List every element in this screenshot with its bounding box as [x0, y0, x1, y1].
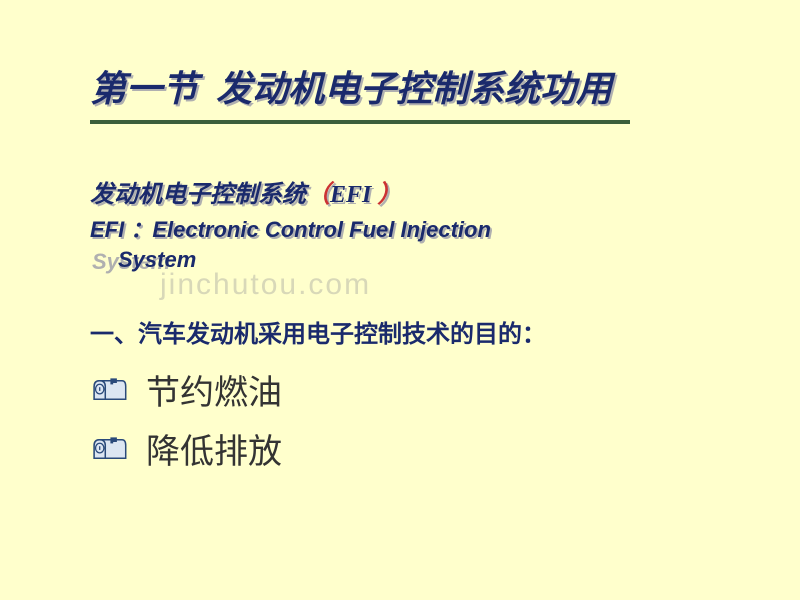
- subtitle-paren-open: （: [306, 182, 330, 208]
- bullet-text: 降低排放: [146, 424, 282, 473]
- title-underline: [90, 120, 630, 124]
- mailbox-icon: [90, 436, 128, 462]
- subtitle: 发动机电子控制系统（EFI ） 发动机电子控制系统（EFI ）: [90, 174, 750, 209]
- bullet-text: 节约燃油: [146, 365, 282, 414]
- mailbox-icon: [90, 377, 128, 403]
- bullet-item: 节约燃油: [90, 365, 750, 414]
- slide-title: 第一节 发动机电子控制系统功用 第一节 发动机电子控制系统功用: [90, 60, 750, 112]
- mailbox-icon: [90, 377, 128, 403]
- slide: jinchutou.com 第一节 发动机电子控制系统功用 第一节 发动机电子控…: [0, 0, 800, 600]
- bullet-list: 节约燃油 降低排放: [90, 365, 750, 473]
- subtitle-main: 发动机电子控制系统: [90, 182, 306, 208]
- mailbox-icon: [90, 436, 128, 462]
- subtitle-abbr: EFI: [330, 182, 377, 208]
- bullet-item: 降低排放: [90, 424, 750, 473]
- efi-line-2: System: [118, 247, 196, 272]
- efi-line-1: EFI ：Electronic Control Fuel Injection: [90, 217, 491, 242]
- subtitle-paren-close: ）: [377, 182, 401, 208]
- efi-definition: EFI ：Electronic Control Fuel Injection E…: [90, 215, 750, 274]
- section-heading: 一、汽车发动机采用电子控制技术的目的：: [90, 314, 750, 349]
